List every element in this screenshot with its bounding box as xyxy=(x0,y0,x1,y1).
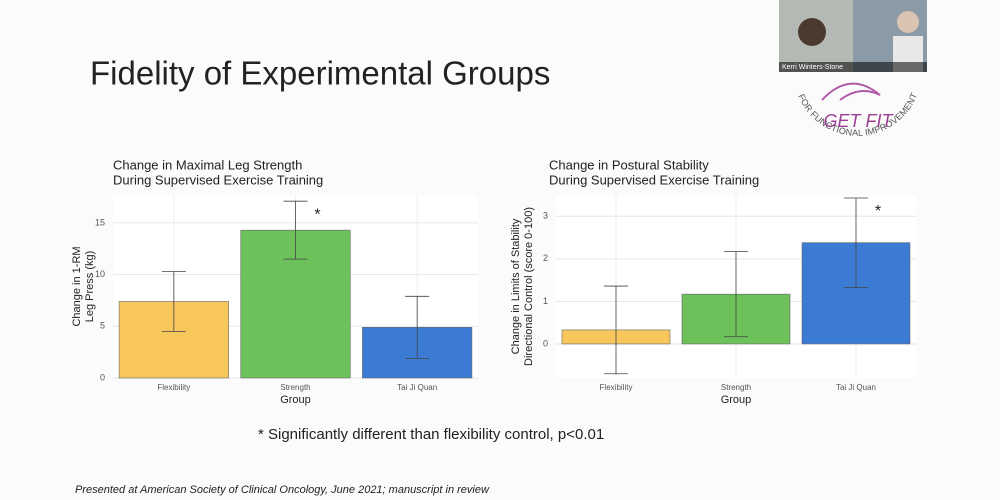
chart-title: Change in Maximal Leg Strength xyxy=(113,157,302,172)
person xyxy=(798,18,826,46)
y-tick-label: 0 xyxy=(100,372,105,382)
y-tick-label: 1 xyxy=(543,296,548,306)
y-axis-label-line: Leg Press (kg) xyxy=(84,251,96,323)
x-tick-label: Tai Ji Quan xyxy=(836,383,876,392)
slide-title: Fidelity of Experimental Groups xyxy=(90,55,550,92)
chart-title: During Supervised Exercise Training xyxy=(549,172,759,187)
significance-mark: * xyxy=(875,203,881,220)
significance-mark: * xyxy=(314,206,320,223)
y-axis-label-line: Change in Limits of Stability xyxy=(510,218,522,354)
x-tick-label: Strength xyxy=(280,383,310,392)
chart-title: During Supervised Exercise Training xyxy=(113,172,323,187)
person xyxy=(897,11,919,33)
video-tile: Kerri Winters-Stone xyxy=(779,0,927,72)
y-tick-label: 3 xyxy=(543,211,548,221)
y-tick-label: 10 xyxy=(95,269,105,279)
citation: Presented at American Society of Clinica… xyxy=(75,484,490,496)
x-tick-label: Flexibility xyxy=(157,383,190,392)
participant-name: Kerri Winters-Stone xyxy=(782,64,843,71)
chart-title: Change in Postural Stability xyxy=(549,157,709,172)
y-tick-label: 0 xyxy=(543,338,548,348)
x-tick-label: Tai Ji Quan xyxy=(397,383,437,392)
logo-swoosh xyxy=(821,82,881,101)
y-axis-label-line: Change in 1-RM xyxy=(71,246,83,326)
y-tick-label: 5 xyxy=(100,321,105,331)
x-axis-label: Group xyxy=(721,394,752,406)
y-axis-label-line: Directional Control (score 0-100) xyxy=(523,207,535,366)
y-axis-label: Change in Limits of StabilityDirectional… xyxy=(510,207,535,366)
y-axis-label: Change in 1-RMLeg Press (kg) xyxy=(71,246,96,326)
name-bar xyxy=(779,62,927,72)
y-tick-label: 15 xyxy=(95,217,105,227)
footnote: * Significantly different than flexibili… xyxy=(258,426,604,443)
x-axis-label: Group xyxy=(280,394,311,406)
y-tick-label: 2 xyxy=(543,253,548,263)
x-tick-label: Flexibility xyxy=(600,383,633,392)
logo-text: GET FIT xyxy=(824,111,895,131)
x-tick-label: Strength xyxy=(721,383,751,392)
